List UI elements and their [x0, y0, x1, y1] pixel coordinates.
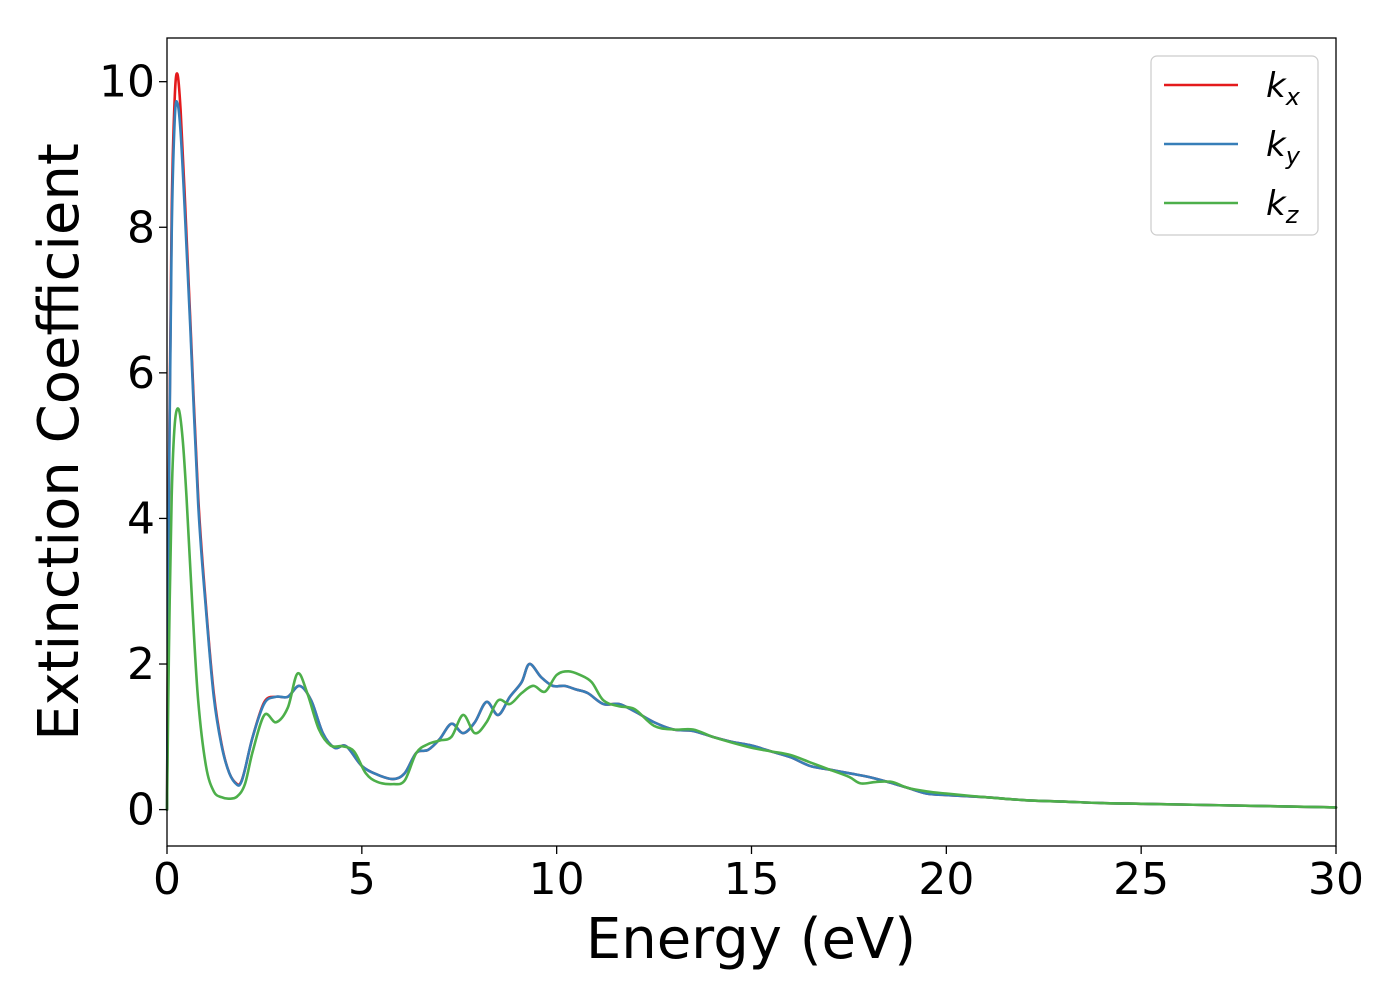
x-tick-label: 30	[1308, 854, 1364, 905]
legend-box	[1150, 55, 1319, 236]
legend: kx ky kz	[1150, 55, 1319, 236]
legend-label-y: ky	[1266, 125, 1301, 170]
x-tick-label: 15	[724, 854, 780, 905]
series-line-z	[165, 407, 1338, 811]
y-tick-label: 2	[127, 639, 155, 690]
y-tick-label: 6	[127, 348, 155, 399]
y-tick-label: 4	[127, 493, 155, 544]
x-tick-label: 25	[1113, 854, 1169, 905]
y-axis-ticks: 0 2 4 6 8 10	[99, 57, 167, 836]
x-axis-ticks: 0 5 10 15 20 25 30	[153, 846, 1364, 905]
x-tick-label: 10	[529, 854, 585, 905]
plot-background	[167, 38, 1336, 846]
y-axis-title: Extinction Coefficient	[27, 143, 92, 741]
x-tick-label: 5	[348, 854, 376, 905]
legend-label-x: kx	[1266, 66, 1301, 111]
y-tick-label: 8	[127, 202, 155, 253]
y-tick-label: 10	[99, 57, 155, 108]
x-tick-label: 0	[153, 854, 181, 905]
x-axis-title: Energy (eV)	[586, 907, 916, 972]
x-tick-label: 20	[918, 854, 974, 905]
series-layer	[165, 72, 1338, 811]
legend-label-z: kz	[1266, 184, 1300, 229]
y-tick-label: 0	[127, 785, 155, 836]
